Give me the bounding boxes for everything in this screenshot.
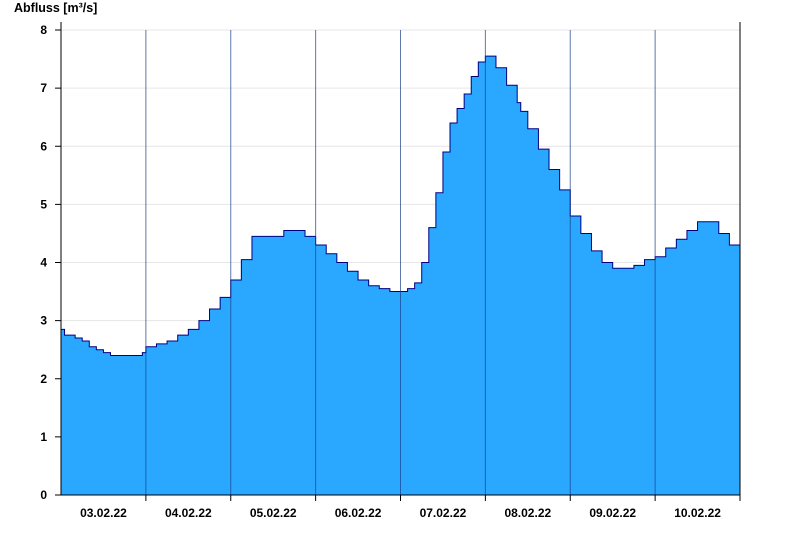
y-tick-label: 3	[40, 314, 47, 328]
y-tick-label: 5	[40, 197, 47, 211]
discharge-line	[61, 55, 741, 356]
x-tick-label: 07.02.22	[420, 506, 467, 520]
y-tick-label: 6	[40, 139, 47, 153]
y-axis-label: Abfluss [m³/s]	[14, 1, 98, 15]
x-tick-label: 09.02.22	[589, 506, 636, 520]
y-tick-label: 4	[40, 256, 47, 270]
y-tick-label: 0	[40, 488, 47, 502]
y-tick-label: 2	[40, 372, 47, 386]
x-tick-label: 10.02.22	[674, 506, 721, 520]
x-axis-ticks: 03.02.22 04.02.22 05.02.22 06.02.22 07.02.22…	[80, 495, 741, 520]
y-axis-ticks: 0 1 2 3 4 5 6 7 8	[40, 23, 61, 502]
x-tick-label: 06.02.22	[335, 506, 382, 520]
y-tick-label: 7	[40, 81, 47, 95]
x-tick-label: 08.02.22	[504, 506, 551, 520]
day-separator-lines	[145, 30, 656, 495]
x-tick-label: 04.02.22	[165, 506, 212, 520]
x-tick-label: 03.02.22	[80, 506, 127, 520]
y-tick-label: 1	[40, 430, 47, 444]
x-tick-label: 05.02.22	[250, 506, 297, 520]
y-tick-label: 8	[40, 23, 47, 37]
